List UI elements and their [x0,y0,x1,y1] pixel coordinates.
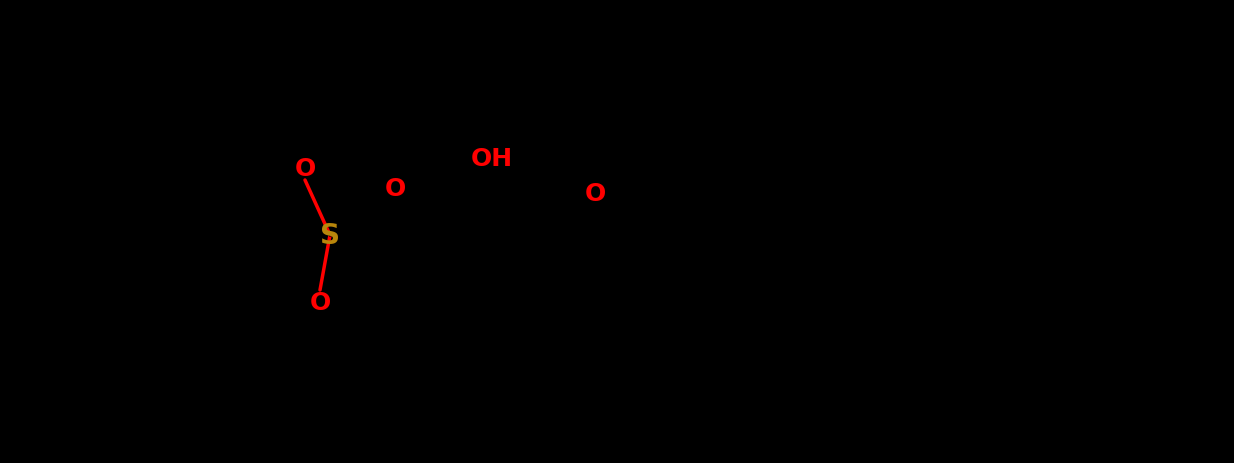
Text: O: O [295,156,316,181]
Text: O: O [585,181,606,206]
Text: S: S [320,221,341,250]
Text: OH: OH [471,147,513,171]
Text: O: O [384,176,406,200]
Text: O: O [310,290,331,314]
